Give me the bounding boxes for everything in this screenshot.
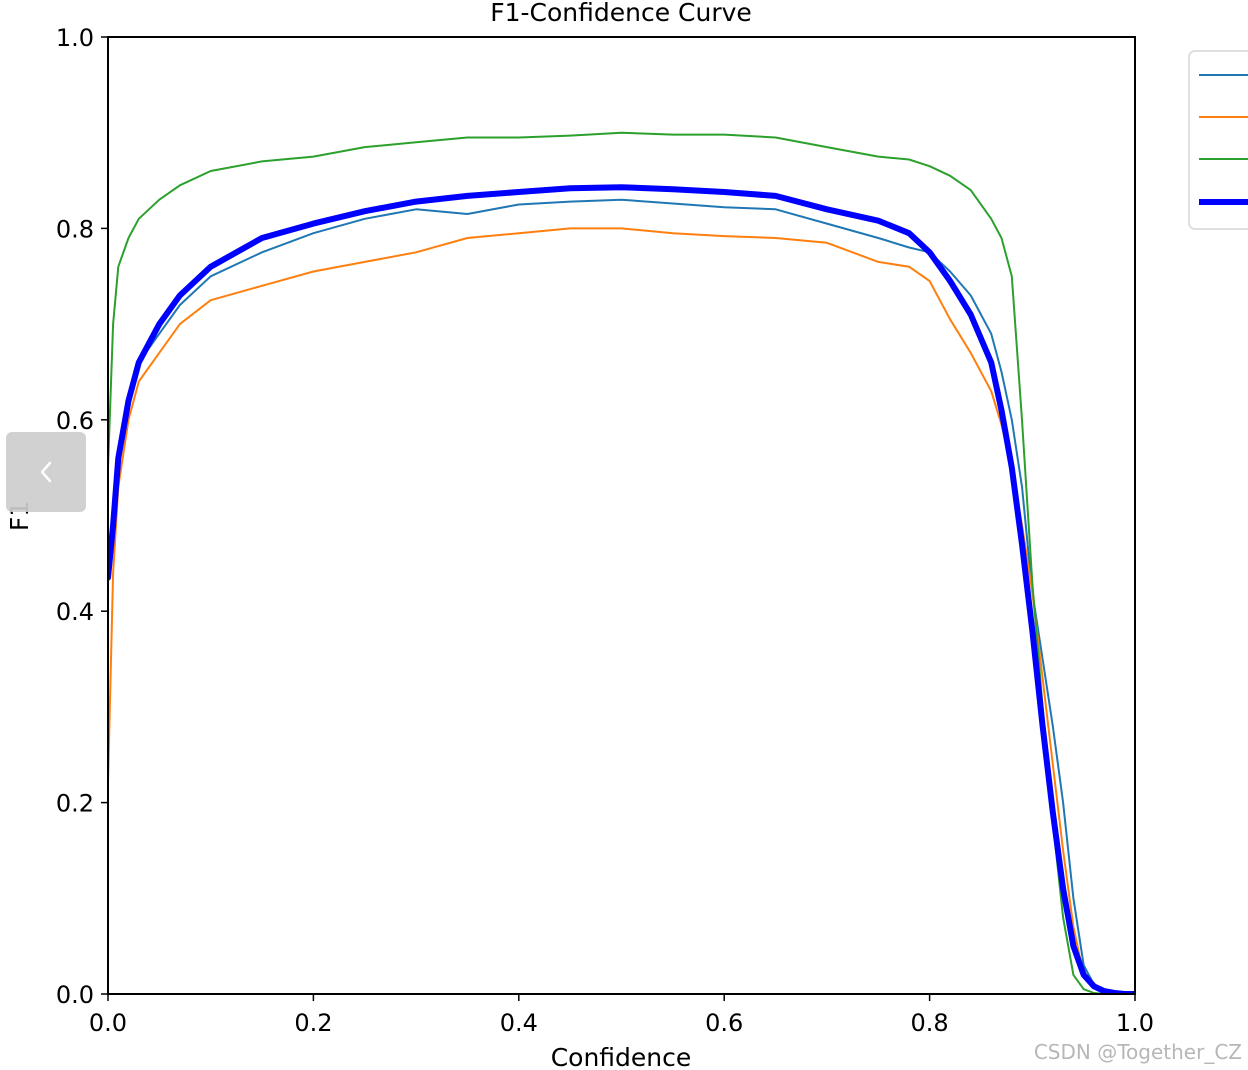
x-axis-label: Confidence: [551, 1043, 692, 1070]
y-tick-label: 1.0: [56, 24, 94, 52]
chart-title: F1-Confidence Curve: [490, 0, 752, 27]
series-line-2: [108, 227, 1135, 994]
x-tick-label: 0.4: [500, 1009, 538, 1037]
legend-box: [1188, 50, 1248, 230]
y-tick-label: 0.6: [56, 407, 94, 435]
x-tick-label: 1.0: [1116, 1009, 1154, 1037]
x-tick-label: 0.6: [705, 1009, 743, 1037]
y-tick-label: 0.4: [56, 598, 94, 626]
series-line-4: [108, 184, 1135, 994]
watermark-text: CSDN @Together_CZ: [1033, 1040, 1242, 1064]
x-tick-label: 0.8: [911, 1009, 949, 1037]
series-line-3: [108, 131, 1135, 994]
chevron-left-icon: [40, 461, 52, 483]
series-line-1: [108, 198, 1135, 994]
legend: [1188, 50, 1248, 230]
back-button[interactable]: [6, 432, 86, 512]
y-tick-label: 0.8: [56, 215, 94, 243]
y-axis-ticks: 0.0 0.2 0.4 0.6 0.8 1.0: [56, 24, 108, 1009]
plot-frame: [107, 36, 1136, 995]
x-tick-label: 0.2: [294, 1009, 332, 1037]
y-tick-label: 0.2: [56, 790, 94, 818]
series-lines: [108, 131, 1135, 994]
y-tick-label: 0.0: [56, 981, 94, 1009]
x-tick-label: 0.0: [89, 1009, 127, 1037]
x-axis-ticks: 0.0 0.2 0.4 0.6 0.8 1.0: [89, 994, 1154, 1037]
